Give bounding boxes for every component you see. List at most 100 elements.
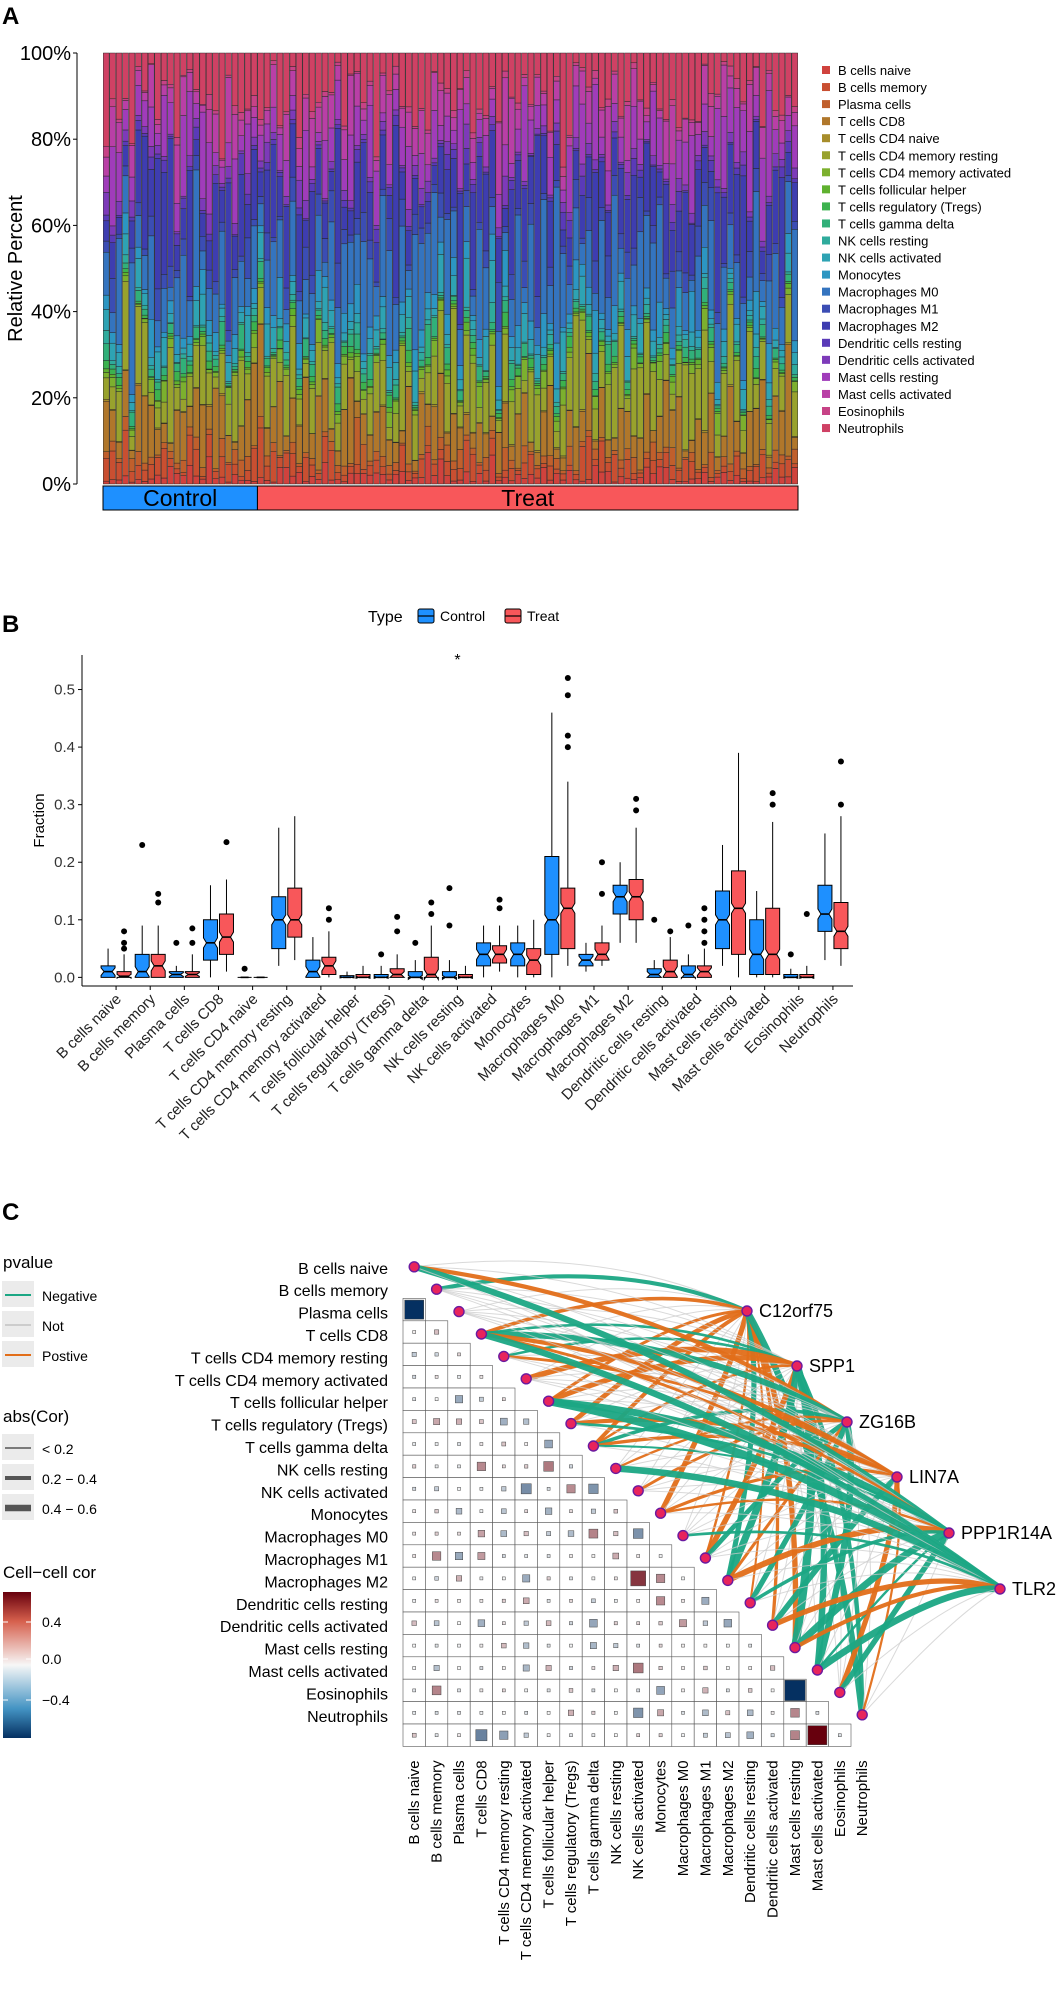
bar-segment <box>437 254 444 293</box>
bar-segment <box>411 460 419 472</box>
network-edge <box>638 1490 1001 1590</box>
bar-segment <box>765 73 773 91</box>
correlation-square <box>455 1508 463 1515</box>
bar-segment <box>225 464 232 483</box>
legend-swatch <box>822 100 830 109</box>
bar-segment <box>418 110 425 154</box>
bar-segment <box>643 316 650 319</box>
bar-segment <box>534 133 541 136</box>
bar-segment <box>135 85 142 116</box>
bar-segment <box>695 52 702 122</box>
correlation-square <box>748 1643 752 1648</box>
bar-segment <box>662 52 670 120</box>
bar-segment <box>457 193 464 325</box>
outlier-point <box>446 885 453 892</box>
bar-segment <box>141 52 148 92</box>
bar-segment <box>218 348 226 352</box>
bar-segment <box>527 105 535 121</box>
row-label: T cells CD4 memory resting <box>191 1350 388 1367</box>
bar-segment <box>437 192 444 218</box>
network-edge <box>414 1266 898 1478</box>
bar-segment <box>579 446 586 482</box>
bar-segment <box>662 452 670 468</box>
bar-segment <box>276 172 284 177</box>
outlier-point <box>803 911 810 918</box>
bar-segment <box>206 342 213 352</box>
bar-segment <box>740 481 747 485</box>
bar-segment <box>103 343 110 361</box>
bar-segment <box>206 320 213 336</box>
gene-node <box>943 1527 955 1539</box>
bar-segment <box>160 375 168 381</box>
correlation-square <box>612 1665 619 1671</box>
bar-segment <box>553 80 560 101</box>
bar-segment <box>521 478 528 485</box>
bar-segment <box>263 372 271 377</box>
bar-segment <box>283 204 290 207</box>
bar-segment <box>611 437 618 451</box>
correlation-square <box>476 1461 486 1471</box>
bar-segment <box>508 274 515 300</box>
legend-label: Control <box>440 608 485 624</box>
bar-segment <box>791 229 798 342</box>
bar-segment <box>399 337 406 342</box>
bar-segment <box>154 346 161 353</box>
bar-segment <box>212 355 219 360</box>
bar-segment <box>701 147 708 183</box>
bar-segment <box>437 125 444 141</box>
bar-segment <box>167 333 174 337</box>
correlation-square <box>815 1711 820 1715</box>
legend-swatch <box>822 338 830 347</box>
bar-segment <box>514 365 522 369</box>
bar-segment <box>450 308 457 414</box>
correlation-square <box>522 1664 530 1672</box>
bar-segment <box>141 100 148 127</box>
bar-segment <box>148 365 155 370</box>
bar-segment <box>617 168 625 235</box>
bar-segment <box>765 419 773 424</box>
bar-segment <box>418 458 425 478</box>
bar-segment <box>289 308 296 316</box>
bar-segment <box>605 255 612 298</box>
bar-segment <box>199 104 206 113</box>
bar-segment <box>791 106 798 113</box>
correlation-square <box>546 1531 551 1536</box>
correlation-square <box>524 1509 528 1513</box>
y-tick-label: 0% <box>42 474 71 496</box>
row-label: T cells follicular helper <box>230 1395 389 1412</box>
bar-segment <box>392 109 399 116</box>
bar-segment <box>289 200 296 276</box>
bar-segment <box>785 52 792 96</box>
bar-segment <box>617 164 625 169</box>
bar-segment <box>180 208 187 240</box>
correlation-square <box>456 1418 462 1425</box>
bar-segment <box>315 193 322 216</box>
outlier-point <box>701 939 708 946</box>
bar-segment <box>315 309 322 316</box>
bar-segment <box>566 52 573 136</box>
bar-segment <box>289 326 296 399</box>
correlation-square <box>501 1486 507 1492</box>
bar-segment <box>598 109 605 138</box>
bar-segment <box>547 323 554 331</box>
bar-segment <box>476 464 483 474</box>
bar-segment <box>366 465 374 476</box>
outlier-point <box>121 939 128 946</box>
bar-segment <box>231 277 239 335</box>
bar-segment <box>411 477 419 485</box>
bar-segment <box>115 122 123 153</box>
bar-segment <box>366 355 374 380</box>
bar-segment <box>334 383 342 388</box>
bar-segment <box>103 480 110 485</box>
bar-segment <box>109 278 116 314</box>
bar-segment <box>244 123 251 174</box>
bar-segment <box>637 138 644 165</box>
cell-node <box>430 1283 443 1295</box>
correlation-square <box>590 1642 597 1649</box>
bar-segment <box>457 52 464 89</box>
bar-segment <box>431 404 438 408</box>
bar-segment <box>508 363 515 381</box>
bar-segment <box>386 473 393 481</box>
gene-label: PPP1R14A <box>961 1523 1052 1543</box>
bar-segment <box>682 272 689 293</box>
